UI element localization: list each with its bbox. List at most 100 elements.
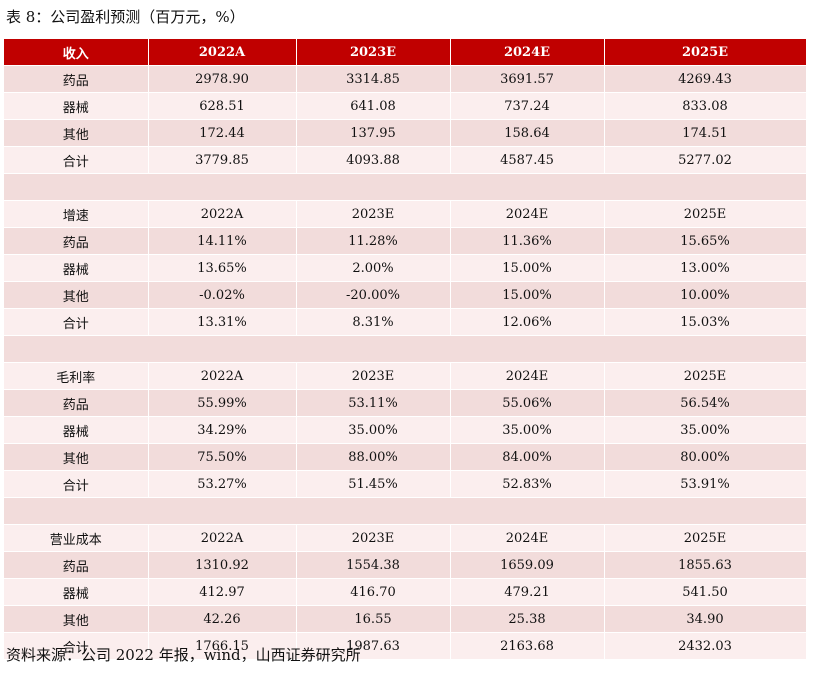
table-cell: 2022A xyxy=(148,200,297,228)
table-cell: 2432.03 xyxy=(604,632,807,660)
header-cell: 2023E xyxy=(296,39,451,66)
table-row: 其他 172.44 137.95 158.64 174.51 xyxy=(4,119,807,147)
table-cell: 34.29% xyxy=(148,416,297,444)
source-note: 资料来源：公司 2022 年报，wind，山西证券研究所 xyxy=(6,646,361,664)
table-cell: 13.00% xyxy=(604,254,807,282)
table-cell: 合计 xyxy=(4,308,149,336)
table-cell: 2024E xyxy=(450,524,605,552)
table-header-row: 收入 2022A 2023E 2024E 2025E xyxy=(4,39,807,66)
table-cell: 15.65% xyxy=(604,227,807,255)
spacer-row xyxy=(4,173,807,201)
table-cell: 137.95 xyxy=(296,119,451,147)
table-cell: 1855.63 xyxy=(604,551,807,579)
table-row: 其他 42.26 16.55 25.38 34.90 xyxy=(4,605,807,633)
table-cell: 51.45% xyxy=(296,470,451,498)
table-cell: 35.00% xyxy=(604,416,807,444)
table-row: 器械 628.51 641.08 737.24 833.08 xyxy=(4,92,807,120)
table-cell: 15.00% xyxy=(450,281,605,309)
table-cell: 8.31% xyxy=(296,308,451,336)
table-cell: -0.02% xyxy=(148,281,297,309)
table-cell: 2023E xyxy=(296,362,451,390)
table-cell: 13.65% xyxy=(148,254,297,282)
table-cell: 11.28% xyxy=(296,227,451,255)
table-cell: 34.90 xyxy=(604,605,807,633)
table-cell: 88.00% xyxy=(296,443,451,471)
table-cell: 2025E xyxy=(604,524,807,552)
spacer-cell xyxy=(4,335,807,363)
table-row: 合计 3779.85 4093.88 4587.45 5277.02 xyxy=(4,146,807,174)
table-cell: 55.99% xyxy=(148,389,297,417)
table-cell: 合计 xyxy=(4,470,149,498)
header-cell: 2024E xyxy=(450,39,605,66)
profit-forecast-table: 收入 2022A 2023E 2024E 2025E 药品 2978.90 3314… xyxy=(4,39,807,660)
section-heading-row: 营业成本 2022A 2023E 2024E 2025E xyxy=(4,524,807,552)
table-cell: 10.00% xyxy=(604,281,807,309)
table-cell: 14.11% xyxy=(148,227,297,255)
table-cell: -20.00% xyxy=(296,281,451,309)
table-cell: 1987.63 xyxy=(296,632,451,660)
table-cell: 营业成本 xyxy=(4,524,149,552)
table-cell: 12.06% xyxy=(450,308,605,336)
table-cell: 416.70 xyxy=(296,578,451,606)
table-row: 其他 -0.02% -20.00% 15.00% 10.00% xyxy=(4,281,807,309)
table-cell: 2022A xyxy=(148,362,297,390)
table-cell: 2163.68 xyxy=(450,632,605,660)
table-cell: 毛利率 xyxy=(4,362,149,390)
table-cell: 药品 xyxy=(4,551,149,579)
table-row: 药品 55.99% 53.11% 55.06% 56.54% xyxy=(4,389,807,417)
table-cell: 2024E xyxy=(450,362,605,390)
table-cell: 412.97 xyxy=(148,578,297,606)
table-row: 药品 2978.90 3314.85 3691.57 4269.43 xyxy=(4,65,807,93)
table-row: 合计 1766.15 1987.63 2163.68 2432.03 xyxy=(4,632,807,660)
table-cell: 其他 xyxy=(4,119,149,147)
table-row: 器械 34.29% 35.00% 35.00% 35.00% xyxy=(4,416,807,444)
table-cell: 2023E xyxy=(296,200,451,228)
table-cell: 药品 xyxy=(4,65,149,93)
table-cell: 2025E xyxy=(604,200,807,228)
table-cell: 药品 xyxy=(4,227,149,255)
table-cell: 2025E xyxy=(604,362,807,390)
table-cell: 增速 xyxy=(4,200,149,228)
table-cell: 3314.85 xyxy=(296,65,451,93)
table-body: 药品 2978.90 3314.85 3691.57 4269.43 器械 628.51 64… xyxy=(4,65,807,660)
table-cell: 4587.45 xyxy=(450,146,605,174)
table-cell: 1766.15 xyxy=(148,632,297,660)
table-cell: 11.36% xyxy=(450,227,605,255)
header-cell: 2025E xyxy=(604,39,807,66)
table-cell: 4093.88 xyxy=(296,146,451,174)
table-cell: 5277.02 xyxy=(604,146,807,174)
spacer-row xyxy=(4,497,807,525)
table-cell: 75.50% xyxy=(148,443,297,471)
table-cell: 737.24 xyxy=(450,92,605,120)
section-heading-row: 增速 2022A 2023E 2024E 2025E xyxy=(4,200,807,228)
table-cell: 628.51 xyxy=(148,92,297,120)
table-cell: 合计 xyxy=(4,146,149,174)
table-cell: 器械 xyxy=(4,254,149,282)
table-cell: 174.51 xyxy=(604,119,807,147)
table-cell: 53.91% xyxy=(604,470,807,498)
table-cell: 158.64 xyxy=(450,119,605,147)
table-cell: 器械 xyxy=(4,578,149,606)
table-cell: 42.26 xyxy=(148,605,297,633)
table-cell: 2022A xyxy=(148,524,297,552)
table-cell: 其他 xyxy=(4,281,149,309)
table-cell: 541.50 xyxy=(604,578,807,606)
table-cell: 3779.85 xyxy=(148,146,297,174)
table-cell: 56.54% xyxy=(604,389,807,417)
table-cell: 其他 xyxy=(4,605,149,633)
table-cell: 84.00% xyxy=(450,443,605,471)
table-cell: 172.44 xyxy=(148,119,297,147)
table-cell: 52.83% xyxy=(450,470,605,498)
table-row: 合计 53.27% 51.45% 52.83% 53.91% xyxy=(4,470,807,498)
table-cell: 15.03% xyxy=(604,308,807,336)
table-cell: 1310.92 xyxy=(148,551,297,579)
table-cell: 4269.43 xyxy=(604,65,807,93)
table-cell: 1659.09 xyxy=(450,551,605,579)
table-cell: 15.00% xyxy=(450,254,605,282)
table-cell: 80.00% xyxy=(604,443,807,471)
table-cell: 16.55 xyxy=(296,605,451,633)
table-cell: 53.11% xyxy=(296,389,451,417)
header-cell: 2022A xyxy=(148,39,297,66)
table-row: 药品 1310.92 1554.38 1659.09 1855.63 xyxy=(4,551,807,579)
spacer-cell xyxy=(4,497,807,525)
